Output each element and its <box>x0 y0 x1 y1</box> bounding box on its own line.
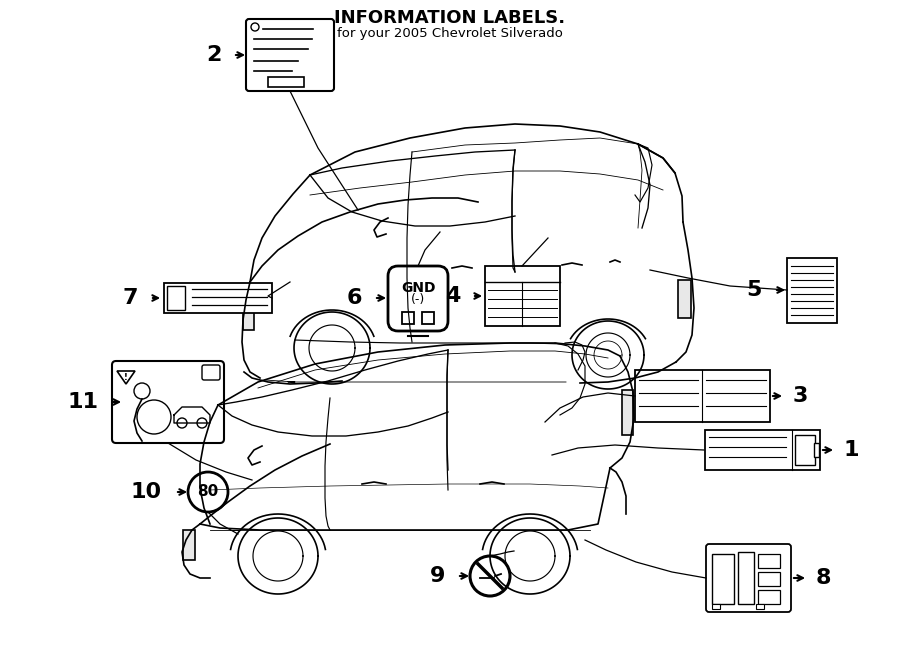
FancyBboxPatch shape <box>112 361 224 443</box>
Text: for your 2005 Chevrolet Silverado: for your 2005 Chevrolet Silverado <box>338 26 562 40</box>
Bar <box>758 572 780 586</box>
Bar <box>422 312 434 324</box>
Text: 2: 2 <box>207 45 222 65</box>
Text: 3: 3 <box>793 386 808 406</box>
Bar <box>485 266 560 326</box>
Text: 6: 6 <box>346 288 362 308</box>
Bar <box>787 258 837 323</box>
Circle shape <box>470 556 510 596</box>
Text: 11: 11 <box>67 392 98 412</box>
Text: 5: 5 <box>747 280 762 300</box>
Text: GND: GND <box>400 281 436 295</box>
Bar <box>635 370 770 422</box>
Circle shape <box>188 472 228 512</box>
Bar <box>814 443 819 457</box>
FancyBboxPatch shape <box>246 19 334 91</box>
Bar <box>712 554 734 604</box>
Bar <box>164 283 272 313</box>
Circle shape <box>177 418 187 428</box>
Text: (-): (-) <box>411 293 425 307</box>
Text: !: ! <box>124 373 128 381</box>
Circle shape <box>197 418 207 428</box>
Circle shape <box>251 23 259 31</box>
FancyBboxPatch shape <box>388 266 448 331</box>
Bar <box>758 554 780 568</box>
Text: 10: 10 <box>130 482 162 502</box>
Bar <box>758 590 780 604</box>
Bar <box>738 552 754 604</box>
Text: INFORMATION LABELS.: INFORMATION LABELS. <box>335 9 565 27</box>
Circle shape <box>134 383 150 399</box>
Circle shape <box>137 400 171 434</box>
FancyBboxPatch shape <box>706 544 791 612</box>
Bar <box>183 530 195 560</box>
Bar <box>167 286 185 310</box>
Bar <box>756 604 764 609</box>
Bar <box>268 77 304 87</box>
Bar <box>402 312 414 324</box>
Text: 7: 7 <box>122 288 138 308</box>
Text: 1: 1 <box>844 440 860 460</box>
Bar <box>678 280 691 318</box>
Polygon shape <box>117 371 135 384</box>
Text: 80: 80 <box>197 485 219 500</box>
Text: 8: 8 <box>816 568 832 588</box>
FancyBboxPatch shape <box>202 365 220 380</box>
Bar <box>243 298 254 330</box>
Text: 9: 9 <box>429 566 445 586</box>
Bar <box>622 390 633 435</box>
Bar <box>712 604 720 609</box>
Bar <box>705 430 820 470</box>
Bar <box>795 435 815 465</box>
Text: 4: 4 <box>445 286 460 306</box>
